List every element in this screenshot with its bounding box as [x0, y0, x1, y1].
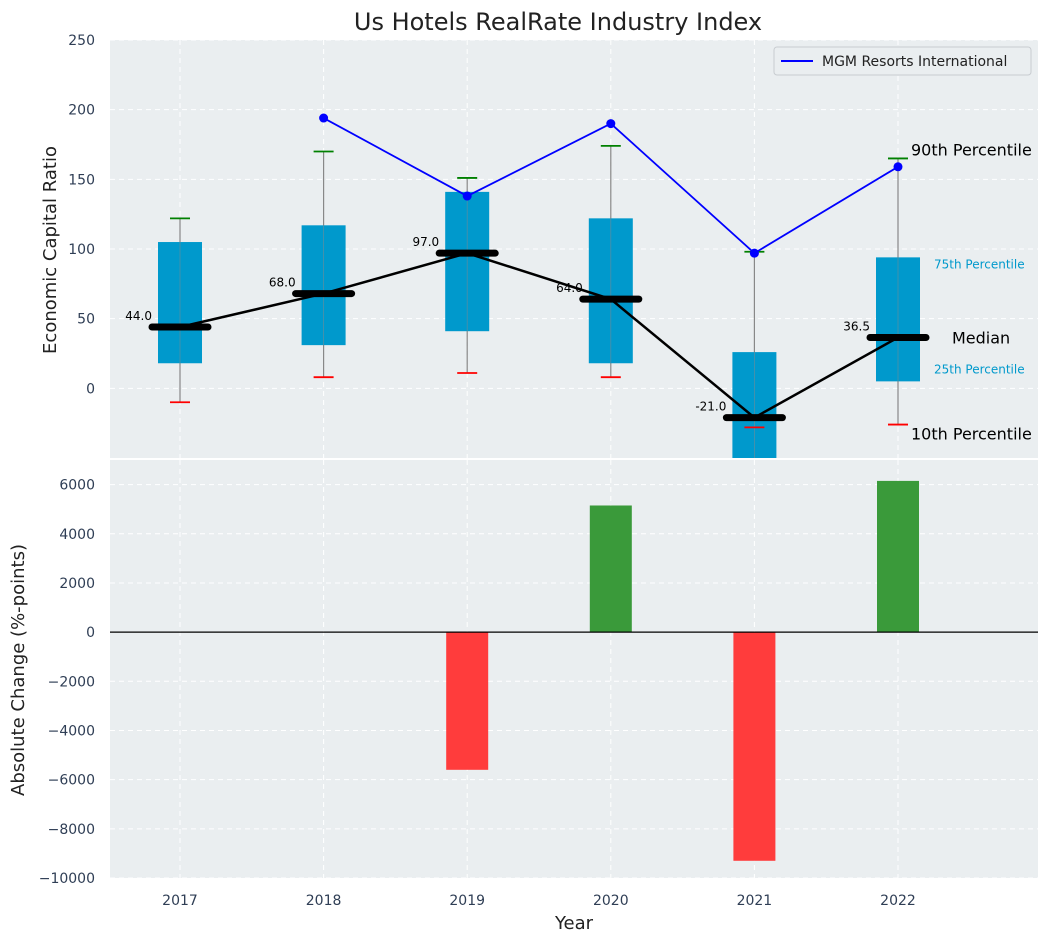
legend: MGM Resorts International	[773, 46, 1032, 76]
top-y-tick-label: 0	[86, 381, 95, 397]
bottom-y-tick-label: 0	[86, 625, 95, 641]
bar-negative	[446, 632, 489, 770]
top-y-tick-label: 100	[68, 242, 95, 258]
annotation-median: Median	[952, 328, 1010, 347]
company-point	[606, 119, 616, 129]
median-value-label: 97.0	[412, 235, 439, 249]
top-y-tick-label: 150	[68, 172, 95, 188]
bottom-y-ticks: −10000 −8000 −6000 −4000 −2000 0 2000 4000 6000	[39, 478, 95, 887]
bottom-y-tick-label: 6000	[59, 478, 95, 494]
bottom-y-tick-label: −10000	[39, 871, 95, 887]
annotation-p90: 90th Percentile	[911, 140, 1032, 159]
x-axis-label: Year	[554, 913, 594, 934]
top-y-ticks: 0 50 100 150 200 250	[68, 33, 95, 397]
x-tick-label: 2018	[306, 893, 342, 909]
bottom-y-tick-label: 4000	[59, 527, 95, 543]
x-tick-label: 2017	[162, 893, 198, 909]
median-trend: 44.0 68.0 97.0 64.0 -21.0 36.5	[125, 235, 930, 422]
x-ticks: 2017 2018 2019 2020 2021 2022	[162, 893, 916, 909]
x-tick-label: 2019	[449, 893, 485, 909]
company-point	[749, 248, 759, 258]
bottom-y-tick-label: −6000	[48, 773, 95, 789]
median-value-label: 64.0	[556, 281, 583, 295]
bottom-y-axis-label: Absolute Change (%-points)	[8, 544, 29, 796]
bottom-y-tick-label: −2000	[48, 674, 95, 690]
top-y-tick-label: 250	[68, 33, 95, 49]
bottom-y-tick-label: 2000	[59, 576, 95, 592]
top-y-axis-label: Economic Capital Ratio	[40, 146, 61, 354]
annotation-p75: 75th Percentile	[934, 257, 1025, 271]
bar-positive	[877, 480, 919, 633]
annotation-p25: 25th Percentile	[934, 362, 1025, 376]
bottom-gridlines	[110, 460, 1038, 879]
median-value-label: 36.5	[843, 319, 870, 333]
change-bars	[446, 480, 919, 861]
company-series	[319, 113, 903, 258]
annotation-p10: 10th Percentile	[911, 425, 1032, 444]
company-point	[893, 162, 903, 172]
median-value-label: 44.0	[125, 309, 152, 323]
bar-negative	[733, 632, 776, 861]
company-point	[462, 191, 472, 201]
bottom-y-tick-label: −4000	[48, 723, 95, 739]
chart-title: Us Hotels RealRate Industry Index	[354, 8, 762, 36]
x-tick-label: 2021	[737, 893, 773, 909]
median-trend-line	[179, 251, 899, 420]
company-point	[319, 113, 329, 123]
median-value-label: 68.0	[269, 276, 296, 290]
median-value-label: -21.0	[695, 400, 726, 414]
x-tick-label: 2022	[880, 893, 916, 909]
x-tick-label: 2020	[593, 893, 629, 909]
legend-label: MGM Resorts International	[822, 54, 1007, 70]
bar-positive	[589, 505, 632, 633]
top-y-tick-label: 50	[77, 312, 95, 328]
legend-box	[773, 46, 1032, 76]
bottom-y-tick-label: −8000	[48, 822, 95, 838]
top-y-tick-label: 200	[68, 103, 95, 119]
box-plots	[158, 144, 920, 458]
